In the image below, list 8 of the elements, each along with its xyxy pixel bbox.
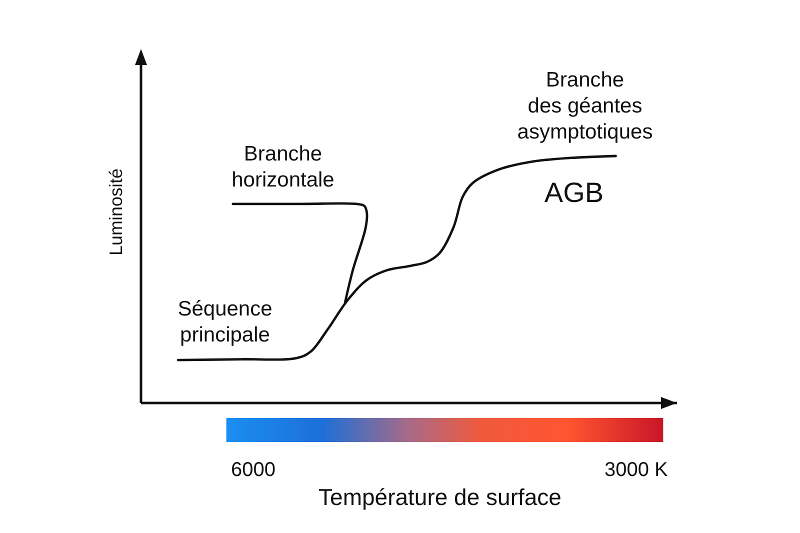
x-tick-label: 3000 K — [604, 459, 669, 481]
annotation: AGB — [544, 176, 604, 208]
y-axis-title: Luminosité — [106, 168, 126, 256]
annotation: Branche horizontale — [232, 142, 334, 192]
x-tick-label: 6000 — [231, 459, 276, 481]
x-axis-title: Température de surface — [318, 484, 562, 510]
text: Branche des géantes asymptotiques — [517, 68, 653, 144]
annotation: Séquence principale — [178, 297, 272, 346]
